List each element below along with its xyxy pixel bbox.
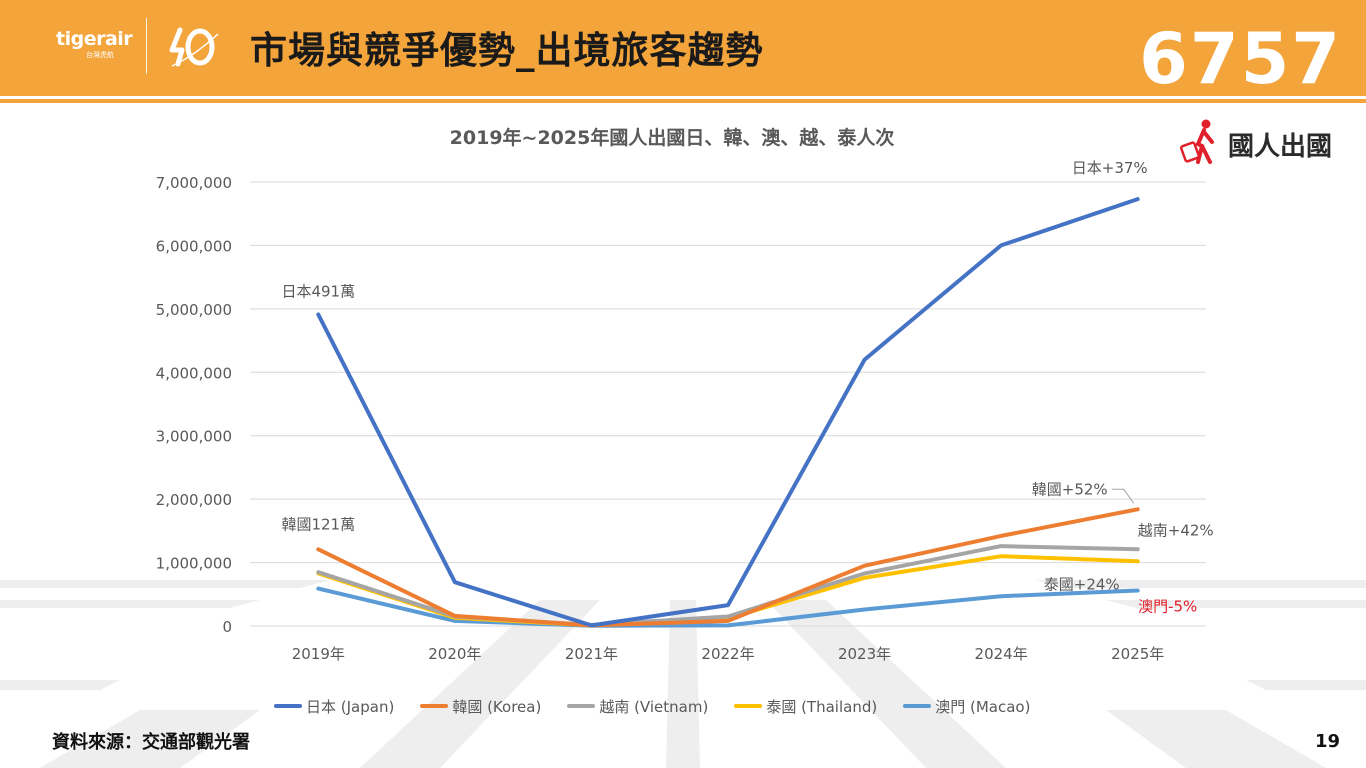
- legend-label: 澳門 (Macao): [935, 697, 1031, 716]
- logo-wordmark: tigerair: [56, 28, 133, 50]
- x-tick-label: 2019年: [292, 645, 345, 663]
- legend-swatch: [274, 704, 302, 708]
- logo-divider: [146, 18, 147, 74]
- y-tick-label: 7,000,000: [156, 174, 232, 192]
- legend-item-japan: 日本 (Japan): [274, 696, 394, 717]
- label-leader-line: [1111, 488, 1135, 504]
- legend-item-thailand: 泰國 (Thailand): [734, 696, 877, 717]
- x-tick-label: 2025年: [1111, 645, 1164, 663]
- data-label: 韓國+52%: [1032, 480, 1108, 498]
- legend-label: 韓國 (Korea): [452, 697, 542, 716]
- legend-swatch: [567, 704, 596, 708]
- x-tick-label: 2023年: [838, 645, 891, 663]
- outbound-badge: 國人出國: [1180, 116, 1360, 168]
- data-label: 日本+37%: [1072, 159, 1148, 177]
- data-label: 澳門-5%: [1138, 597, 1197, 615]
- header-rule: [0, 99, 1366, 103]
- tigerair-logo: tigerair 台灣虎航: [56, 28, 148, 72]
- traveler-suitcase-icon: [1180, 119, 1214, 164]
- legend-swatch: [420, 704, 449, 708]
- series-line-japan: [316, 197, 1140, 628]
- data-source: 資料來源：交通部觀光署: [52, 732, 250, 753]
- series-line-macao: [316, 586, 1140, 628]
- legend-swatch: [734, 704, 763, 708]
- x-tick-label: 2022年: [701, 645, 754, 663]
- legend-item-vietnam: 越南 (Vietnam): [567, 696, 708, 717]
- runway-background: [0, 580, 1366, 768]
- data-label: 日本491萬: [281, 283, 355, 301]
- stock-code: 6757: [1139, 18, 1342, 100]
- header-bar: tigerair 台灣虎航 市場與競爭優勢_出境旅客趨勢 6757: [0, 0, 1366, 100]
- y-tick-label: 2,000,000: [156, 491, 232, 509]
- x-tick-label: 2020年: [428, 645, 481, 663]
- y-tick-label: 4,000,000: [156, 364, 232, 382]
- legend-swatch: [903, 704, 932, 708]
- x-tick-label: 2024年: [975, 645, 1028, 663]
- y-tick-label: 1,000,000: [156, 555, 232, 573]
- logo-subtitle: 台灣虎航: [86, 51, 114, 59]
- page-number: 19: [1314, 731, 1340, 752]
- legend-label: 越南 (Vietnam): [599, 697, 709, 716]
- y-tick-label: 0: [222, 618, 232, 636]
- data-label: 越南+42%: [1138, 521, 1214, 539]
- x-tick-label: 2021年: [565, 645, 618, 663]
- data-label: 韓國121萬: [281, 515, 355, 533]
- data-label: 泰國+24%: [1044, 575, 1120, 593]
- page-title: 市場與競爭優勢_出境旅客趨勢: [250, 29, 764, 72]
- y-tick-label: 5,000,000: [156, 301, 232, 319]
- chart-legend: 日本 (Japan) 韓國 (Korea) 越南 (Vietnam) 泰國 (Thai…: [274, 694, 1094, 718]
- legend-item-macao: 澳門 (Macao): [903, 696, 1030, 717]
- y-tick-label: 3,000,000: [156, 428, 232, 446]
- series-line-korea: [316, 507, 1140, 628]
- legend-label: 日本 (Japan): [306, 697, 395, 716]
- chart-title: 2019年~2025年國人出國日、韓、澳、越、泰人次: [450, 126, 895, 149]
- badge-label: 國人出國: [1228, 132, 1333, 162]
- legend-label: 泰國 (Thailand): [766, 697, 878, 716]
- anniversary-10-icon: [169, 27, 219, 67]
- legend-item-korea: 韓國 (Korea): [420, 696, 541, 717]
- y-tick-label: 6,000,000: [156, 237, 232, 255]
